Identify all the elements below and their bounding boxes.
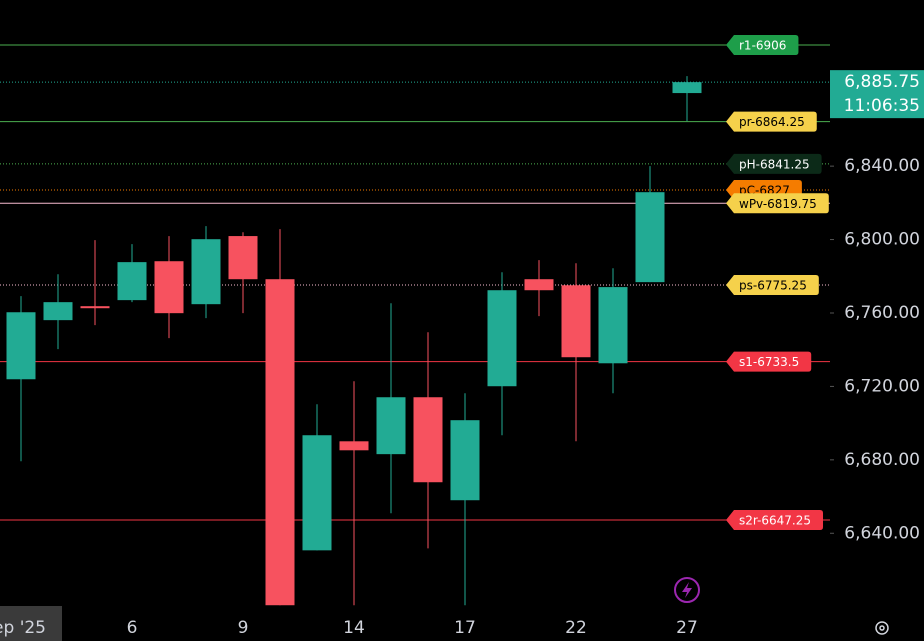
settings-icon[interactable] (875, 621, 889, 635)
x-tick-label: 6 (127, 618, 138, 638)
candle-body (413, 397, 443, 483)
level-label-box (726, 34, 799, 55)
level-label-box (726, 193, 829, 214)
x-tick-label: 22 (565, 618, 587, 638)
plot: 6,640.00 6,680.00 6,720.00 6,760.00 6,800.00… (0, 34, 924, 641)
level-label-box (726, 153, 822, 174)
level-label: pr-6864.25 (726, 111, 817, 132)
candle-body (450, 420, 480, 501)
countdown-label: 11:06:35 (844, 96, 920, 116)
candle-body (154, 261, 184, 314)
level-label: ps-6775.25 (726, 274, 819, 295)
level-label: wPv-6819.75 (726, 193, 829, 214)
levels (0, 44, 830, 521)
candle-body (598, 287, 628, 364)
level-label-box (726, 509, 824, 530)
level-label-text: s2r-6647.25 (739, 513, 811, 527)
level-label: s1-6733.5 (726, 351, 812, 372)
candle-body (635, 192, 665, 283)
candle-body (117, 262, 147, 301)
level-label-box (726, 111, 817, 132)
candle-body (228, 236, 258, 280)
candle-body (191, 239, 221, 305)
date-label-box (0, 606, 62, 641)
y-tick-label: 6,680.00 (844, 450, 920, 470)
candle-body (265, 279, 295, 606)
x-tick-label: 14 (343, 618, 365, 638)
alert-icon[interactable] (674, 577, 700, 603)
candle-body (561, 285, 591, 358)
candle-body (302, 435, 332, 551)
candle-body (339, 441, 369, 451)
y-tick-label: 6,720.00 (844, 376, 920, 396)
level-label: pH-6841.25 (726, 153, 822, 174)
last-price-label: 6,885.75 (844, 72, 920, 92)
level-label: s2r-6647.25 (726, 509, 824, 530)
level-label-text: ps-6775.25 (739, 278, 807, 292)
last-price-box (830, 70, 924, 119)
x-tick-label: 27 (676, 618, 698, 638)
candle-body (376, 397, 406, 455)
candle-body (672, 82, 702, 94)
y-tick-label: 6,840.00 (844, 156, 920, 176)
candle-body (487, 290, 517, 387)
x-tick-label: Sep '25 (0, 618, 46, 638)
y-tick-label: 6,800.00 (844, 230, 920, 250)
candle-body (6, 312, 36, 380)
candle-body (80, 306, 110, 309)
x-tick-label: 9 (238, 618, 249, 638)
level-label-text: pH-6841.25 (739, 157, 810, 171)
y-tick-label: 6,640.00 (844, 523, 920, 543)
level-label-text: r1-6906 (739, 38, 786, 52)
y-tick-label: 6,760.00 (844, 303, 920, 323)
level-label: r1-6906 (726, 34, 799, 55)
level-label-box (726, 274, 819, 295)
candle-body (524, 279, 554, 291)
x-tick-label: 17 (454, 618, 476, 638)
candle-body (43, 302, 73, 321)
level-label-box (726, 351, 812, 372)
level-label-text: s1-6733.5 (739, 355, 799, 369)
level-label-text: pr-6864.25 (739, 115, 805, 129)
level-label-text: wPv-6819.75 (739, 197, 817, 211)
